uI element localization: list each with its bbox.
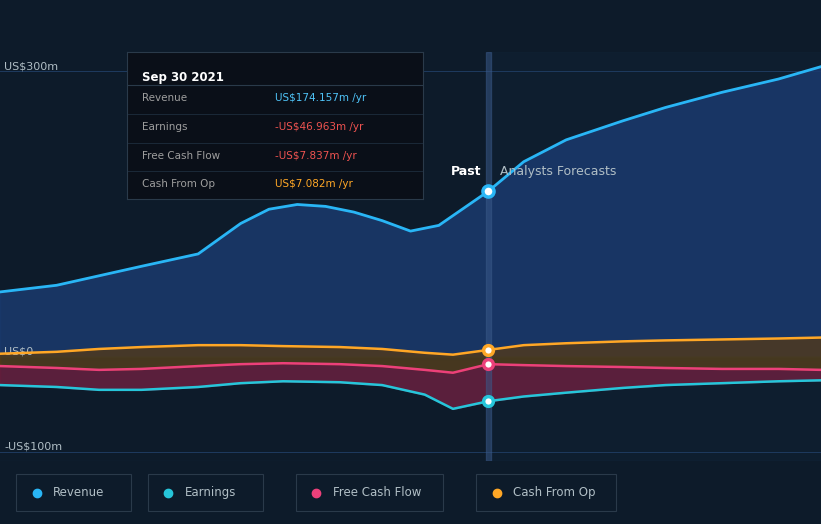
Text: Earnings: Earnings xyxy=(185,486,236,499)
Text: US$300m: US$300m xyxy=(4,61,58,71)
Text: -US$46.963m /yr: -US$46.963m /yr xyxy=(275,122,364,132)
Text: Free Cash Flow: Free Cash Flow xyxy=(333,486,421,499)
Text: Cash From Op: Cash From Op xyxy=(513,486,595,499)
Text: Analysts Forecasts: Analysts Forecasts xyxy=(500,165,616,178)
Text: Revenue: Revenue xyxy=(142,93,187,103)
Text: Cash From Op: Cash From Op xyxy=(142,179,215,189)
Bar xyxy=(488,52,821,461)
Text: US$174.157m /yr: US$174.157m /yr xyxy=(275,93,366,103)
Text: US$0: US$0 xyxy=(4,346,34,356)
Text: Free Cash Flow: Free Cash Flow xyxy=(142,151,220,161)
Text: US$7.082m /yr: US$7.082m /yr xyxy=(275,179,353,189)
Text: Sep 30 2021: Sep 30 2021 xyxy=(142,71,224,84)
Text: Earnings: Earnings xyxy=(142,122,187,132)
Bar xyxy=(485,52,491,461)
Text: -US$100m: -US$100m xyxy=(4,442,62,452)
Text: Past: Past xyxy=(451,165,481,178)
Text: -US$7.837m /yr: -US$7.837m /yr xyxy=(275,151,357,161)
Text: Revenue: Revenue xyxy=(53,486,105,499)
